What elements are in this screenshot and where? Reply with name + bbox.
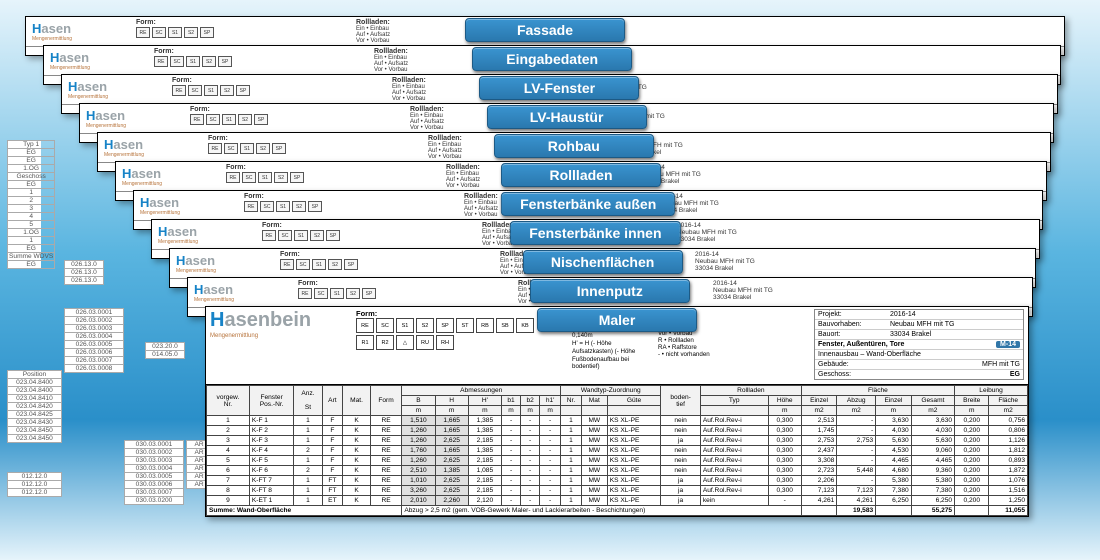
table-row: 8K-FT 81FTKRE3,2602,6252,185---1MWKS XL-… bbox=[207, 486, 1028, 496]
table-row: 1K-F 11FKRE1,5101,6651,385---1MWKS XL-PE… bbox=[207, 416, 1028, 426]
tab-fensterbänke innen[interactable]: Fensterbänke innen bbox=[510, 221, 680, 245]
table-row: 7K-FT 71FTKRE1,0102,6252,185---1MWKS XL-… bbox=[207, 476, 1028, 486]
tab-nischenflächen[interactable]: Nischenflächen bbox=[523, 250, 683, 274]
tab-eingabedaten[interactable]: Eingabedaten bbox=[472, 47, 632, 71]
tab-rohbau[interactable]: Rohbau bbox=[494, 134, 654, 158]
background-fragment: 012.12.0012.12.0012.12.0 bbox=[7, 472, 62, 497]
sheet-maler: HasenbeinMengenermittlung Form: RESCS1S2… bbox=[205, 306, 1029, 517]
background-fragment: Typ 1EGEG1.OGGeschossEG123451.OG1EGSumme… bbox=[7, 140, 41, 269]
tab-lv-haustür[interactable]: LV-Haustür bbox=[487, 105, 647, 129]
tab-maler[interactable]: Maler bbox=[537, 308, 697, 332]
table-row: 6K-F 62FKRE2,5101,3851,085---1MWKS XL-PE… bbox=[207, 466, 1028, 476]
tab-fassade[interactable]: Fassade bbox=[465, 18, 625, 42]
background-fragment: 026.03.0001026.03.0002026.03.0003026.03.… bbox=[64, 308, 124, 373]
table-row: 9K-ET 11ETKRE2,0102,2602,120---1MWKS XL-… bbox=[207, 496, 1028, 506]
background-fragment: 030.03.0001030.03.0002030.03.0003030.03.… bbox=[124, 440, 184, 505]
background-fragment: 023.20.0014.05.0 bbox=[145, 342, 185, 359]
table-row: 2K-F 21FKRE1,2601,6651,385---1MWKS XL-PE… bbox=[207, 426, 1028, 436]
tab-innenputz[interactable]: Innenputz bbox=[530, 279, 690, 303]
table-row: 4K-F 42FKRE1,7601,6651,385---1MWKS XL-PE… bbox=[207, 446, 1028, 456]
table-row: 3K-F 31FKRE1,2602,6252,185---1MWKS XL-PE… bbox=[207, 436, 1028, 446]
tab-fensterbänke außen[interactable]: Fensterbänke außen bbox=[501, 192, 675, 216]
tab-lv-fenster[interactable]: LV-Fenster bbox=[479, 76, 639, 100]
background-fragment: Position023.04.8400023.04.8400023.04.841… bbox=[7, 370, 62, 443]
table-row: 5K-F 51FKRE1,2602,6252,185---1MWKS XL-PE… bbox=[207, 456, 1028, 466]
tab-rollladen[interactable]: Rollladen bbox=[501, 163, 661, 187]
background-fragment: 026.13.0026.13.0026.13.0 bbox=[64, 260, 104, 285]
data-table: vorgew.Nr.FensterPos.-Nr.Anz.StArtMat.Fo… bbox=[206, 385, 1028, 516]
